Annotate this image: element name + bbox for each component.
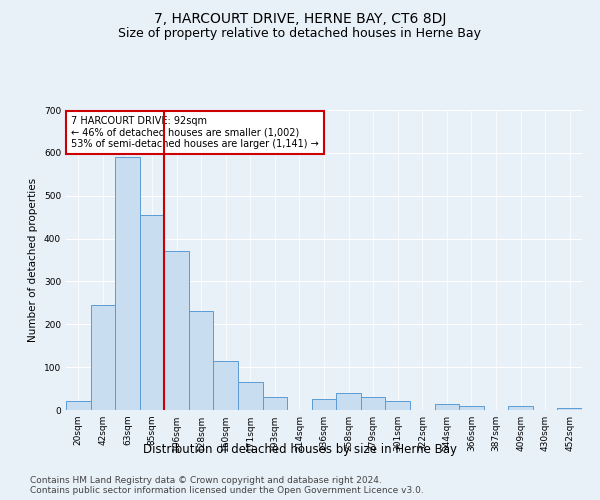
Text: Contains HM Land Registry data © Crown copyright and database right 2024.
Contai: Contains HM Land Registry data © Crown c… <box>30 476 424 495</box>
Bar <box>214 360 238 410</box>
Text: Size of property relative to detached houses in Herne Bay: Size of property relative to detached ho… <box>119 28 482 40</box>
Bar <box>189 312 214 410</box>
Bar <box>312 400 336 410</box>
Text: 7 HARCOURT DRIVE: 92sqm
← 46% of detached houses are smaller (1,002)
53% of semi: 7 HARCOURT DRIVE: 92sqm ← 46% of detache… <box>71 116 319 149</box>
Bar <box>66 402 91 410</box>
Bar <box>336 393 361 410</box>
Bar <box>164 252 189 410</box>
Bar <box>557 408 582 410</box>
Bar <box>140 215 164 410</box>
Bar <box>385 402 410 410</box>
Bar <box>361 397 385 410</box>
Bar <box>238 382 263 410</box>
Bar <box>91 305 115 410</box>
Bar <box>459 406 484 410</box>
Bar <box>263 397 287 410</box>
Text: Distribution of detached houses by size in Herne Bay: Distribution of detached houses by size … <box>143 442 457 456</box>
Bar <box>434 404 459 410</box>
Text: 7, HARCOURT DRIVE, HERNE BAY, CT6 8DJ: 7, HARCOURT DRIVE, HERNE BAY, CT6 8DJ <box>154 12 446 26</box>
Bar <box>115 157 140 410</box>
Y-axis label: Number of detached properties: Number of detached properties <box>28 178 38 342</box>
Bar <box>508 406 533 410</box>
